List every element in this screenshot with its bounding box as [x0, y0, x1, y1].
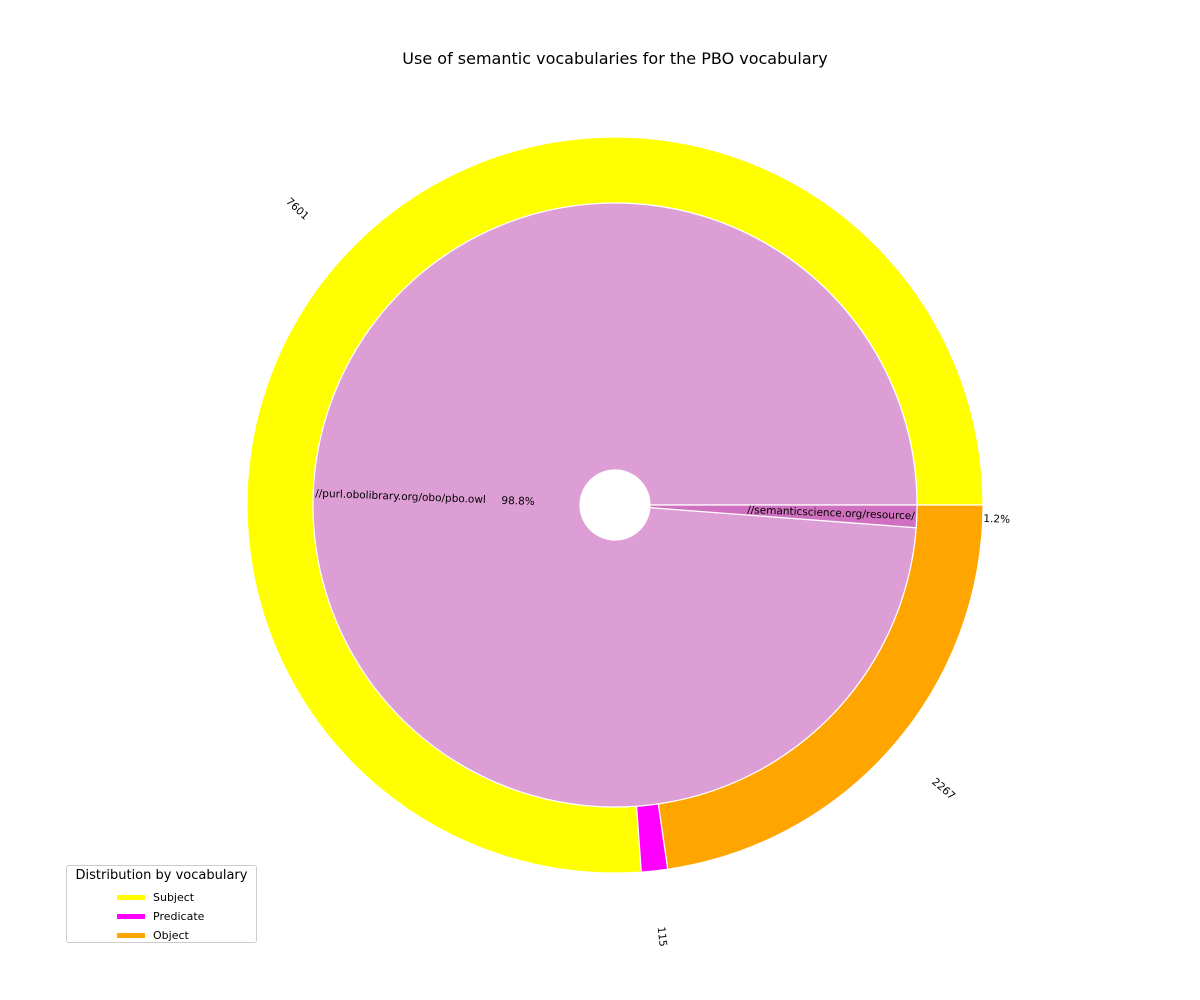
legend-swatch-subject	[117, 895, 145, 900]
center-hole	[580, 470, 650, 540]
chart-title: Use of semantic vocabularies for the PBO…	[402, 49, 827, 68]
legend-label-subject: Subject	[153, 891, 195, 904]
legend-swatch-object	[117, 933, 145, 938]
legend-label-object: Object	[153, 929, 189, 942]
count-label-subject: 7601	[283, 196, 311, 223]
legend-items: Subject Predicate Object	[117, 888, 204, 945]
percent-label-2: 1.2%	[983, 513, 1010, 526]
legend-item-object: Object	[117, 926, 204, 945]
count-label-predicate: 115	[655, 926, 669, 947]
legend: Distribution by vocabulary Subject Predi…	[66, 865, 257, 943]
legend-item-predicate: Predicate	[117, 907, 204, 926]
percent-label-1: 98.8%	[501, 495, 535, 508]
legend-swatch-predicate	[117, 914, 145, 919]
legend-item-subject: Subject	[117, 888, 204, 907]
legend-label-predicate: Predicate	[153, 910, 205, 923]
count-label-object: 2267	[929, 776, 957, 803]
legend-title: Distribution by vocabulary	[75, 868, 248, 883]
